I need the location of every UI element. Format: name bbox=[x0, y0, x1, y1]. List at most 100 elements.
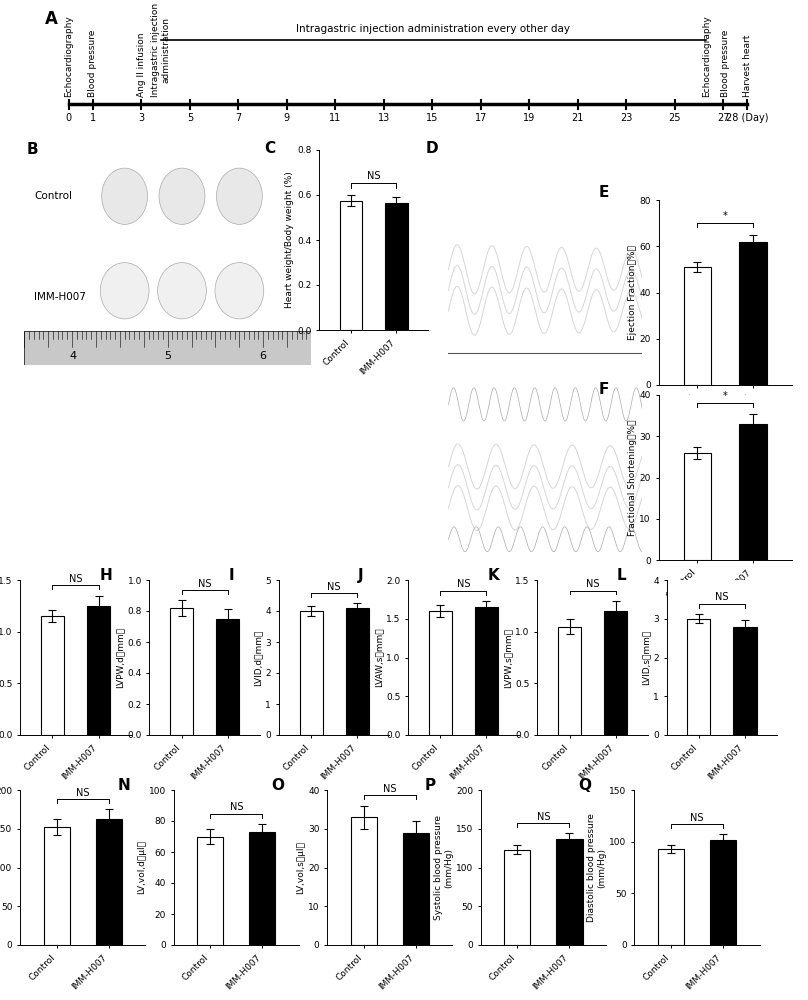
Ellipse shape bbox=[217, 168, 263, 224]
Text: NS: NS bbox=[69, 574, 82, 584]
Text: 0: 0 bbox=[65, 113, 72, 123]
Bar bbox=[734, 626, 756, 735]
Text: 7: 7 bbox=[235, 113, 242, 123]
Y-axis label: LVID,s（mm）: LVID,s（mm） bbox=[642, 630, 650, 685]
Text: F: F bbox=[599, 382, 609, 397]
Ellipse shape bbox=[158, 263, 206, 319]
Text: B: B bbox=[27, 142, 39, 157]
Text: D: D bbox=[425, 141, 438, 156]
Ellipse shape bbox=[215, 263, 263, 319]
Text: Q: Q bbox=[578, 778, 591, 793]
Text: IMM-H007: IMM-H007 bbox=[450, 363, 499, 373]
Y-axis label: LVAW,s（mm）: LVAW,s（mm） bbox=[374, 628, 383, 687]
Text: Control: Control bbox=[450, 176, 486, 186]
Text: I: I bbox=[229, 568, 234, 583]
Text: NS: NS bbox=[367, 171, 381, 181]
Bar bbox=[339, 201, 362, 330]
Text: L: L bbox=[617, 568, 626, 583]
Text: NS: NS bbox=[327, 582, 341, 592]
Text: Blood pressure: Blood pressure bbox=[721, 30, 730, 97]
Bar bbox=[87, 606, 110, 735]
Text: NS: NS bbox=[586, 579, 600, 589]
Bar bbox=[346, 608, 368, 735]
Text: A: A bbox=[44, 10, 57, 28]
Text: Ang II infusion: Ang II infusion bbox=[137, 33, 146, 97]
Text: Intragastric injection administration every other day: Intragastric injection administration ev… bbox=[297, 24, 570, 34]
Text: NS: NS bbox=[690, 813, 704, 823]
Text: Echocardiography: Echocardiography bbox=[64, 16, 74, 97]
Text: 23: 23 bbox=[620, 113, 633, 123]
Y-axis label: Fractional Shortening（%）: Fractional Shortening（%） bbox=[628, 419, 637, 536]
Text: Intragastric injection
administration: Intragastric injection administration bbox=[151, 3, 170, 97]
Text: 21: 21 bbox=[571, 113, 584, 123]
Text: 25: 25 bbox=[668, 113, 681, 123]
Text: J: J bbox=[358, 568, 364, 583]
Bar bbox=[658, 849, 684, 945]
Text: NS: NS bbox=[537, 812, 550, 822]
Text: C: C bbox=[265, 141, 276, 156]
Bar bbox=[604, 611, 627, 735]
Bar bbox=[429, 611, 452, 735]
Text: *: * bbox=[723, 211, 727, 221]
Text: NS: NS bbox=[457, 579, 470, 589]
Y-axis label: LVPW,s（mm）: LVPW,s（mm） bbox=[503, 628, 512, 688]
Text: 15: 15 bbox=[426, 113, 439, 123]
Bar bbox=[41, 616, 64, 735]
Y-axis label: Heart weight/Body weight (%): Heart weight/Body weight (%) bbox=[285, 172, 294, 308]
Y-axis label: LV,vol,s（μl）: LV,vol,s（μl） bbox=[297, 841, 305, 894]
Text: Harvest heart: Harvest heart bbox=[743, 35, 752, 97]
Y-axis label: LVID,d（mm）: LVID,d（mm） bbox=[254, 629, 263, 686]
Bar bbox=[44, 827, 69, 945]
Text: 5: 5 bbox=[164, 351, 171, 361]
Bar bbox=[684, 267, 711, 385]
Text: 5: 5 bbox=[187, 113, 193, 123]
Text: P: P bbox=[424, 778, 436, 793]
Bar bbox=[250, 832, 276, 945]
Ellipse shape bbox=[100, 263, 149, 319]
Bar bbox=[197, 836, 223, 945]
Y-axis label: Systolic blood pressure
(mm/Hg): Systolic blood pressure (mm/Hg) bbox=[434, 815, 453, 920]
Bar bbox=[739, 424, 767, 560]
Y-axis label: LVPW,d（mm）: LVPW,d（mm） bbox=[116, 627, 124, 688]
Ellipse shape bbox=[159, 168, 205, 224]
Text: 19: 19 bbox=[523, 113, 536, 123]
Text: 13: 13 bbox=[377, 113, 390, 123]
Text: 3: 3 bbox=[138, 113, 145, 123]
Text: E: E bbox=[599, 185, 609, 200]
Text: H: H bbox=[99, 568, 112, 583]
Bar bbox=[710, 840, 736, 945]
Text: O: O bbox=[271, 778, 284, 793]
Bar bbox=[351, 817, 377, 945]
Text: 6: 6 bbox=[259, 351, 266, 361]
Text: NS: NS bbox=[715, 592, 729, 602]
Bar bbox=[403, 833, 429, 945]
Text: 11: 11 bbox=[329, 113, 342, 123]
Y-axis label: Ejection Fraction（%）: Ejection Fraction（%） bbox=[628, 245, 637, 340]
Text: Echocardiography: Echocardiography bbox=[701, 16, 711, 97]
Text: 4: 4 bbox=[69, 351, 77, 361]
Text: NS: NS bbox=[383, 784, 397, 794]
Bar bbox=[385, 203, 408, 330]
Text: IMM-H007: IMM-H007 bbox=[34, 292, 86, 302]
Ellipse shape bbox=[102, 168, 148, 224]
Text: N: N bbox=[117, 778, 130, 793]
Bar bbox=[558, 626, 581, 735]
Bar bbox=[684, 453, 711, 560]
Text: 28 (Day): 28 (Day) bbox=[726, 113, 768, 123]
Text: *: * bbox=[723, 391, 727, 401]
Bar bbox=[300, 611, 322, 735]
Bar bbox=[557, 839, 583, 945]
Text: K: K bbox=[487, 568, 499, 583]
Bar bbox=[739, 242, 767, 385]
Text: NS: NS bbox=[229, 802, 243, 812]
Text: NS: NS bbox=[198, 579, 212, 589]
Text: NS: NS bbox=[76, 788, 90, 798]
Y-axis label: LV,vol,d（μl）: LV,vol,d（μl） bbox=[137, 840, 146, 894]
Bar bbox=[475, 607, 498, 735]
Bar bbox=[217, 619, 239, 735]
Y-axis label: Diastolic blood pressure
(mm/Hg): Diastolic blood pressure (mm/Hg) bbox=[587, 813, 607, 922]
Text: 17: 17 bbox=[474, 113, 487, 123]
Text: Blood pressure: Blood pressure bbox=[88, 30, 98, 97]
Bar bbox=[24, 331, 311, 365]
Bar bbox=[170, 608, 193, 735]
